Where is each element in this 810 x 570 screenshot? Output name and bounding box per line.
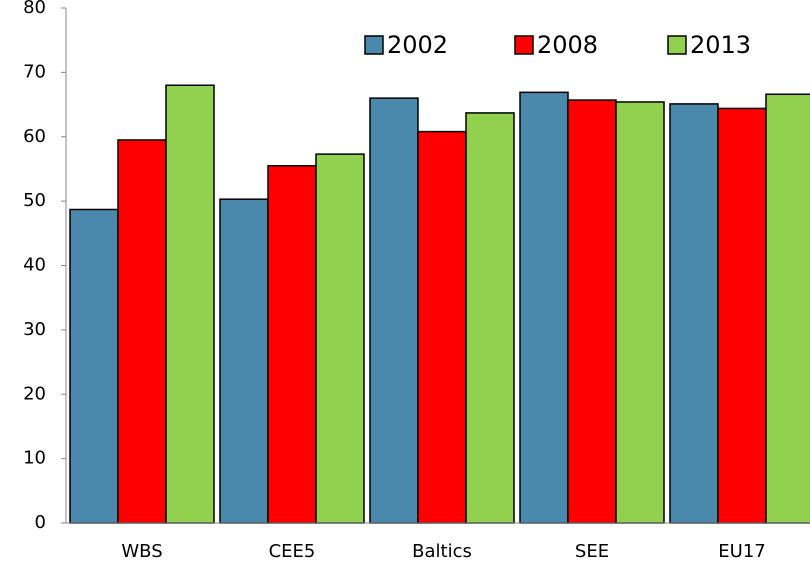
legend-label: 2013 — [690, 31, 751, 59]
bar — [717, 107, 767, 524]
y-tick-label: 20 — [23, 383, 46, 404]
x-tick-label: EU17 — [718, 541, 765, 562]
bar — [219, 198, 269, 524]
bar — [267, 164, 317, 524]
y-tick-label: 40 — [23, 255, 46, 276]
y-tick-label: 60 — [23, 126, 46, 147]
bar — [165, 84, 215, 524]
legend-label: 2002 — [387, 31, 448, 59]
bar — [417, 130, 467, 524]
legend-swatch — [364, 35, 384, 55]
x-tick-label: Baltics — [412, 541, 472, 562]
bar — [117, 139, 167, 524]
y-tick-label: 50 — [23, 190, 46, 211]
bar — [519, 91, 569, 524]
bar — [465, 112, 515, 524]
y-tick-label: 70 — [23, 61, 46, 82]
x-tick-label: SEE — [575, 541, 609, 562]
bar — [315, 153, 365, 524]
x-tick-label: WBS — [121, 541, 162, 562]
bar — [615, 101, 665, 524]
legend-swatch — [514, 35, 534, 55]
x-tick-label: CEE5 — [269, 541, 316, 562]
y-tick-label: 30 — [23, 319, 46, 340]
legend-swatch — [667, 35, 687, 55]
y-tick-label: 80 — [23, 0, 46, 18]
y-tick-label: 0 — [35, 512, 46, 533]
bar — [69, 208, 119, 524]
bar — [567, 99, 617, 524]
bar — [369, 97, 419, 524]
legend-label: 2008 — [537, 31, 598, 59]
bar — [765, 93, 810, 524]
bar — [669, 103, 719, 524]
y-tick-label: 10 — [23, 448, 46, 469]
